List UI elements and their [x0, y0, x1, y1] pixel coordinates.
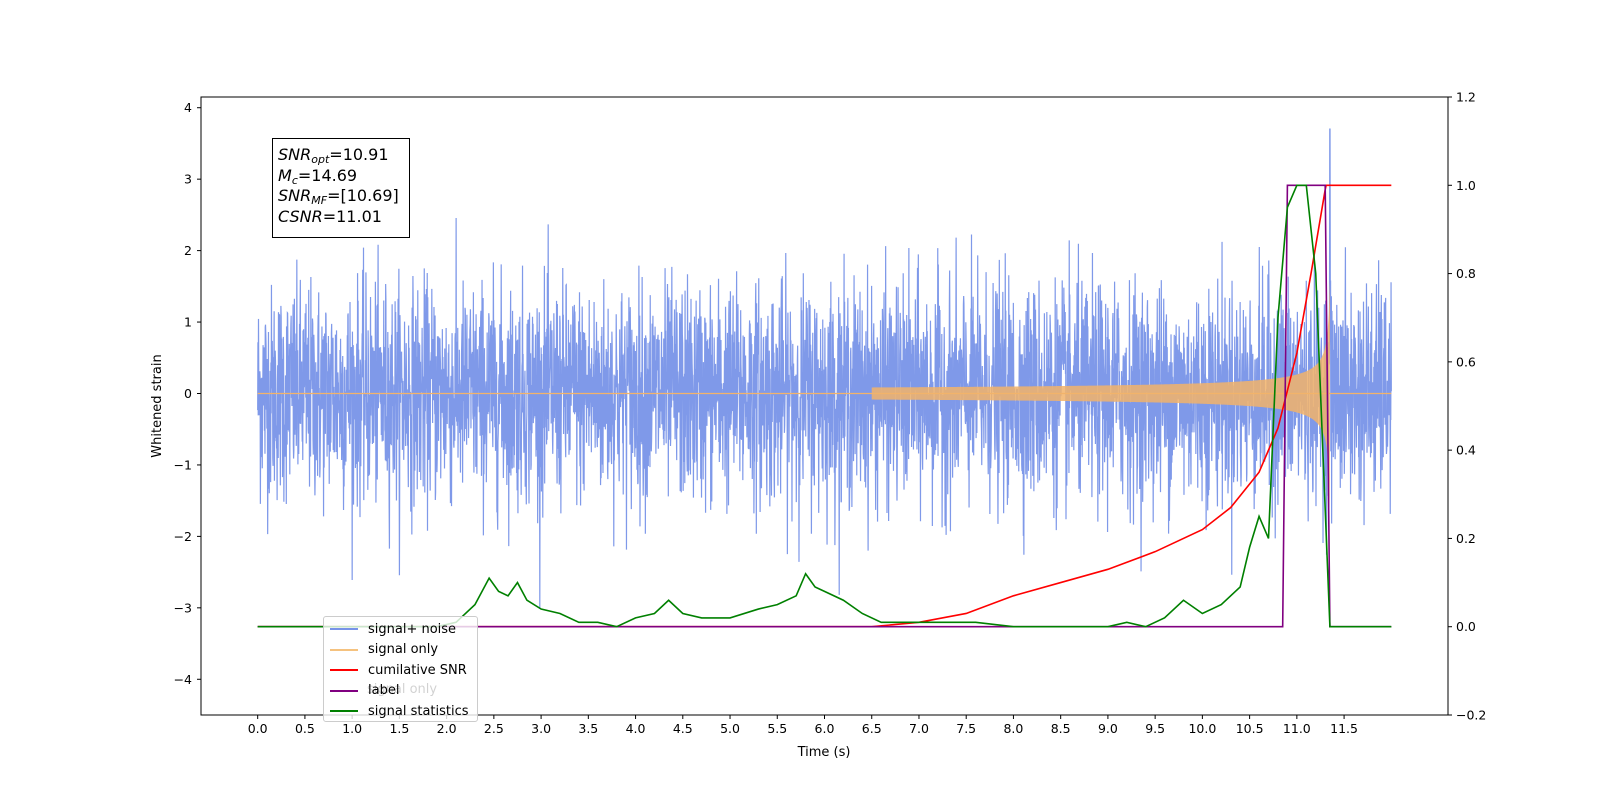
y-left-tick-label: 0	[184, 386, 192, 401]
x-tick-label: 2.5	[484, 721, 504, 736]
legend-ghost-label: signal only	[367, 682, 438, 697]
y-right-tick-label: 0.4	[1456, 443, 1476, 458]
legend-label: signal only	[368, 642, 439, 658]
legend-item: signal only	[330, 640, 477, 661]
y-left-tick-label: 3	[184, 172, 192, 187]
y-right-tick-label: 1.2	[1456, 90, 1476, 105]
x-tick-label: 0.5	[295, 721, 315, 736]
mc-annotation: Mc=14.69	[278, 165, 358, 187]
y-left-tick-label: −3	[174, 600, 192, 615]
signal-noise-line	[257, 128, 1392, 609]
x-tick-label: 6.5	[862, 721, 882, 736]
x-tick-label: 9.0	[1098, 721, 1118, 736]
x-axis-label: Time (s)	[797, 745, 851, 760]
legend-item: cumilative SNR	[330, 660, 477, 681]
y-left-tick-label: 4	[184, 100, 192, 115]
x-tick-label: 5.5	[767, 721, 787, 736]
x-tick-label: 11.0	[1283, 721, 1311, 736]
snr-mf-annotation: SNRMF=[10.69]	[278, 186, 399, 207]
x-tick-label: 8.0	[1003, 721, 1023, 736]
x-tick-label: 7.0	[909, 721, 929, 736]
y-right-tick-label: 0.2	[1456, 531, 1476, 546]
x-tick-label: 10.5	[1236, 721, 1264, 736]
y-axis-label: Whitened strain	[150, 354, 165, 457]
legend-label: signal+ noise	[368, 621, 457, 637]
legend-swatch	[330, 710, 358, 713]
y-left-tick-label: 2	[184, 243, 192, 258]
legend-item: signal statistics	[330, 701, 477, 722]
legend-item: label	[330, 681, 477, 702]
y-right-tick-label: 0.0	[1456, 619, 1476, 634]
legend-label: label	[368, 683, 400, 699]
x-tick-label: 1.5	[389, 721, 409, 736]
y-left-tick-label: 1	[184, 315, 192, 330]
x-tick-label: 4.5	[673, 721, 693, 736]
x-tick-label: 11.5	[1330, 721, 1358, 736]
x-tick-label: 1.0	[342, 721, 362, 736]
x-tick-label: 9.5	[1145, 721, 1165, 736]
x-tick-label: 4.0	[626, 721, 646, 736]
signal-statistics-line	[257, 184, 1392, 628]
csnr-annotation: CSNR=11.01	[278, 206, 382, 226]
y-right-tick-label: 1.0	[1456, 178, 1476, 193]
legend-label: cumilative SNR	[368, 662, 467, 678]
legend: signal+ noise signal only cumilative SNR…	[323, 616, 478, 722]
legend-swatch	[330, 669, 358, 672]
x-tick-label: 8.5	[1051, 721, 1071, 736]
y-left-tick-label: −1	[174, 457, 192, 472]
x-tick-label: 7.5	[956, 721, 976, 736]
snr-opt-annotation: SNRopt=10.91	[278, 145, 389, 166]
legend-label: signal statistics	[368, 703, 469, 719]
x-tick-label: 0.0	[248, 721, 268, 736]
x-tick-label: 2.0	[437, 721, 457, 736]
x-tick-label: 5.0	[720, 721, 740, 736]
annotation-box: SNRopt=10.91 Mc=14.69 SNRMF=[10.69] CSNR…	[272, 138, 410, 238]
y-right-tick-label: 0.6	[1456, 354, 1476, 369]
x-tick-label: 10.0	[1188, 721, 1216, 736]
legend-swatch	[330, 628, 358, 631]
x-tick-label: 3.0	[531, 721, 551, 736]
y-right-tick-label: 0.8	[1456, 266, 1476, 281]
legend-swatch	[330, 689, 358, 692]
y-left-tick-label: −4	[174, 672, 192, 687]
x-tick-label: 6.0	[815, 721, 835, 736]
y-right-tick-label: −0.2	[1456, 708, 1486, 723]
y-left-tick-label: −2	[174, 529, 192, 544]
legend-swatch	[330, 648, 358, 651]
x-tick-label: 3.5	[578, 721, 598, 736]
legend-item: signal+ noise	[330, 619, 477, 640]
